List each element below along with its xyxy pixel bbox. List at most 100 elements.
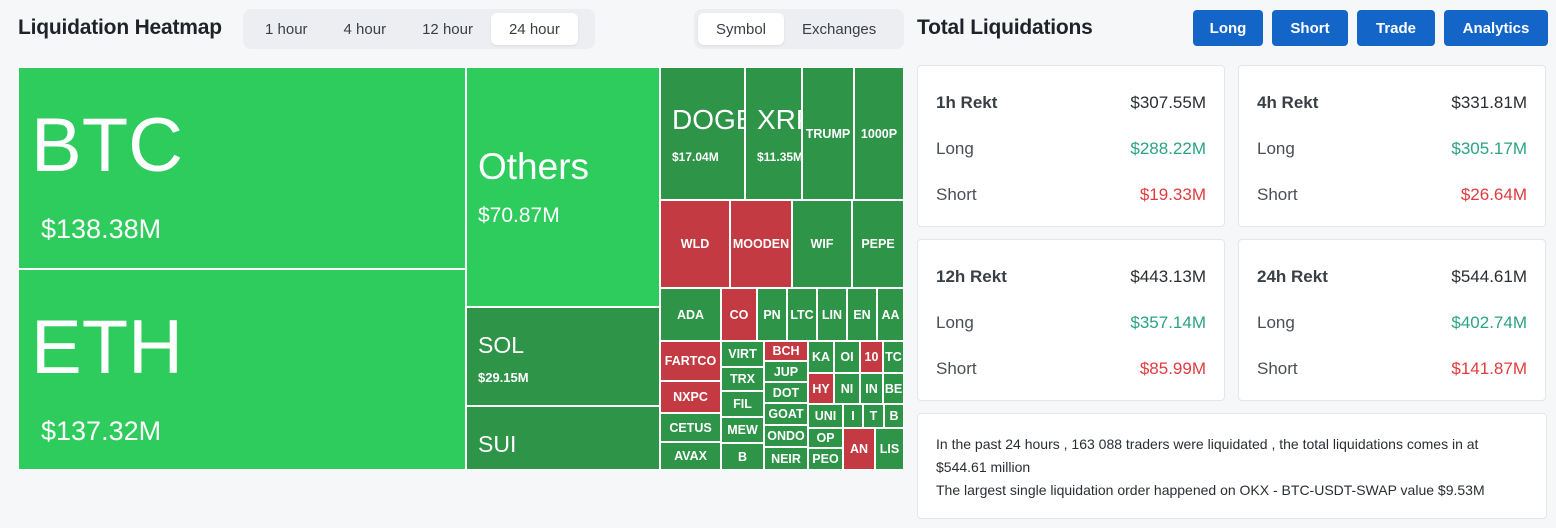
card-long-value: $357.14M bbox=[1130, 313, 1206, 332]
heatmap-tile[interactable]: MEW bbox=[721, 417, 764, 443]
heatmap-tile[interactable]: EN bbox=[847, 288, 877, 341]
heatmap-tile[interactable]: NI bbox=[834, 373, 860, 404]
heatmap-tile[interactable]: PEPE bbox=[852, 200, 904, 288]
heatmap-tile[interactable]: TRX bbox=[721, 367, 764, 391]
heatmap-tile[interactable]: ONDO bbox=[764, 425, 808, 447]
heatmap-tile[interactable]: CETUS bbox=[660, 413, 721, 442]
heatmap-tile[interactable]: WLD bbox=[660, 200, 730, 288]
mode-option-exchanges[interactable]: Exchanges bbox=[802, 20, 877, 38]
tile-symbol: T bbox=[869, 409, 878, 423]
heatmap-tile[interactable]: UNI bbox=[808, 404, 843, 428]
heatmap-tile[interactable]: NEIR bbox=[764, 447, 808, 470]
heatmap-tile[interactable]: JUP bbox=[764, 361, 808, 382]
card-total-value: $307.55M bbox=[1130, 93, 1206, 112]
tile-symbol: PEO bbox=[812, 452, 839, 466]
tile-symbol: FIL bbox=[733, 397, 752, 411]
tile-symbol: B bbox=[737, 449, 748, 464]
heatmap-tile[interactable]: OP bbox=[808, 428, 843, 448]
tile-symbol: ETH bbox=[31, 305, 183, 390]
heatmap-tile[interactable]: SUI $19.11M bbox=[466, 406, 660, 470]
total-liquidations-title: Total Liquidations bbox=[917, 16, 1093, 39]
heatmap-tile[interactable]: BE bbox=[883, 373, 904, 404]
heatmap-tile[interactable]: VIRT bbox=[721, 341, 764, 367]
heatmap-tile[interactable]: OI bbox=[834, 341, 860, 373]
tile-symbol: B bbox=[889, 409, 899, 423]
heatmap-tile[interactable]: SOL $29.15M bbox=[466, 307, 660, 406]
heatmap-tile[interactable]: BCH bbox=[764, 341, 808, 361]
tile-symbol: 1000P bbox=[860, 126, 898, 141]
tile-symbol: TRX bbox=[730, 372, 755, 386]
heatmap-tile[interactable]: DOT bbox=[764, 382, 808, 403]
heatmap-tile[interactable]: TC bbox=[883, 341, 904, 373]
tile-symbol: MEW bbox=[727, 423, 758, 437]
mode-option-symbol[interactable]: Symbol bbox=[698, 13, 785, 45]
heatmap-tile[interactable]: ADA bbox=[660, 288, 721, 341]
heatmap-tile[interactable]: AVAX bbox=[660, 442, 721, 470]
tile-symbol: KA bbox=[811, 350, 831, 364]
heatmap-tile[interactable]: ETH $137.32M bbox=[18, 269, 466, 470]
tile-symbol: WLD bbox=[680, 237, 710, 251]
card-long-value: $402.74M bbox=[1451, 313, 1527, 332]
tile-symbol: TC bbox=[885, 350, 902, 364]
heatmap-tile[interactable]: B bbox=[884, 404, 904, 428]
heatmap-tile[interactable]: LIN bbox=[817, 288, 847, 341]
time-option-1h[interactable]: 1 hour bbox=[265, 20, 308, 38]
heatmap-tile[interactable]: I bbox=[843, 404, 863, 428]
long-button[interactable]: Long bbox=[1193, 10, 1263, 46]
heatmap-tile[interactable]: PEO bbox=[808, 448, 843, 470]
tile-symbol: PN bbox=[763, 307, 781, 322]
heatmap-tile[interactable]: AA bbox=[877, 288, 904, 341]
heatmap-tile[interactable]: BTC $138.38M bbox=[18, 67, 466, 269]
heatmap-tile[interactable]: TRUMP bbox=[802, 67, 854, 200]
heatmap-tile[interactable]: DOGE $17.04M bbox=[660, 67, 745, 200]
heatmap-tile[interactable]: 1000P bbox=[854, 67, 904, 200]
heatmap-tile[interactable]: XRP $11.35M bbox=[745, 67, 802, 200]
heatmap-tile[interactable]: LTC bbox=[787, 288, 817, 341]
card-long-label: Long bbox=[1257, 139, 1295, 158]
time-option-4h[interactable]: 4 hour bbox=[343, 20, 387, 38]
trade-button[interactable]: Trade bbox=[1357, 10, 1435, 46]
heatmap-tile[interactable]: GOAT bbox=[764, 403, 808, 425]
heatmap-tile[interactable]: AN bbox=[843, 428, 875, 470]
card-short-label: Short bbox=[1257, 359, 1298, 378]
summary-line-traders: In the past 24 hours , 163 088 traders w… bbox=[936, 436, 1479, 475]
tile-value: $17.04M bbox=[672, 150, 719, 164]
liquidation-summary: In the past 24 hours , 163 088 traders w… bbox=[917, 413, 1547, 519]
heatmap-tile[interactable]: FIL bbox=[721, 391, 764, 417]
liquidation-treemap: BTC $138.38M ETH $137.32M Others $70.87M SOL $2… bbox=[18, 67, 904, 470]
tile-symbol: CO bbox=[729, 307, 749, 322]
heatmap-tile[interactable]: KA bbox=[808, 341, 834, 373]
tile-symbol: XRP bbox=[757, 104, 801, 135]
heatmap-tile[interactable]: B bbox=[721, 443, 764, 470]
tile-symbol: JUP bbox=[773, 364, 799, 379]
rekt-card-12h: 12h Rekt $443.13M Long $357.14M Short $85.9… bbox=[917, 239, 1225, 401]
tile-symbol: BE bbox=[884, 381, 903, 396]
heatmap-tile[interactable]: CO bbox=[721, 288, 757, 341]
heatmap-tile[interactable]: NXPC bbox=[660, 381, 721, 413]
heatmap-tile[interactable]: PN bbox=[757, 288, 787, 341]
tile-symbol: NEIR bbox=[771, 451, 801, 466]
heatmap-tile[interactable]: MOODEN bbox=[730, 200, 792, 288]
card-total-value: $331.81M bbox=[1451, 93, 1527, 112]
rekt-card-4h: 4h Rekt $331.81M Long $305.17M Short $26.64… bbox=[1238, 65, 1546, 227]
time-option-12h[interactable]: 12 hour bbox=[422, 20, 473, 38]
short-button[interactable]: Short bbox=[1272, 10, 1348, 46]
tile-symbol: SUI bbox=[478, 431, 517, 457]
heatmap-tile[interactable]: LIS bbox=[875, 428, 904, 470]
tile-symbol: WIF bbox=[810, 237, 834, 251]
time-option-24h[interactable]: 24 hour bbox=[490, 13, 578, 45]
heatmap-tile[interactable]: T bbox=[863, 404, 884, 428]
heatmap-tile[interactable]: IN bbox=[860, 373, 883, 404]
tile-symbol: UNI bbox=[814, 409, 837, 423]
heatmap-tile[interactable]: FARTCO bbox=[660, 341, 721, 381]
time-range-selector: 1 hour 4 hour 12 hour 24 hour bbox=[243, 9, 595, 49]
analytics-button[interactable]: Analytics bbox=[1444, 10, 1548, 46]
tile-symbol: I bbox=[851, 409, 855, 423]
heatmap-tile[interactable]: Others $70.87M bbox=[466, 67, 660, 307]
tile-symbol: EN bbox=[853, 307, 871, 322]
heatmap-tile[interactable]: WIF bbox=[792, 200, 852, 288]
heatmap-tile[interactable]: 10 bbox=[860, 341, 883, 373]
card-long-label: Long bbox=[936, 139, 974, 158]
tile-symbol: SOL bbox=[478, 332, 525, 358]
heatmap-tile[interactable]: HY bbox=[808, 373, 834, 404]
